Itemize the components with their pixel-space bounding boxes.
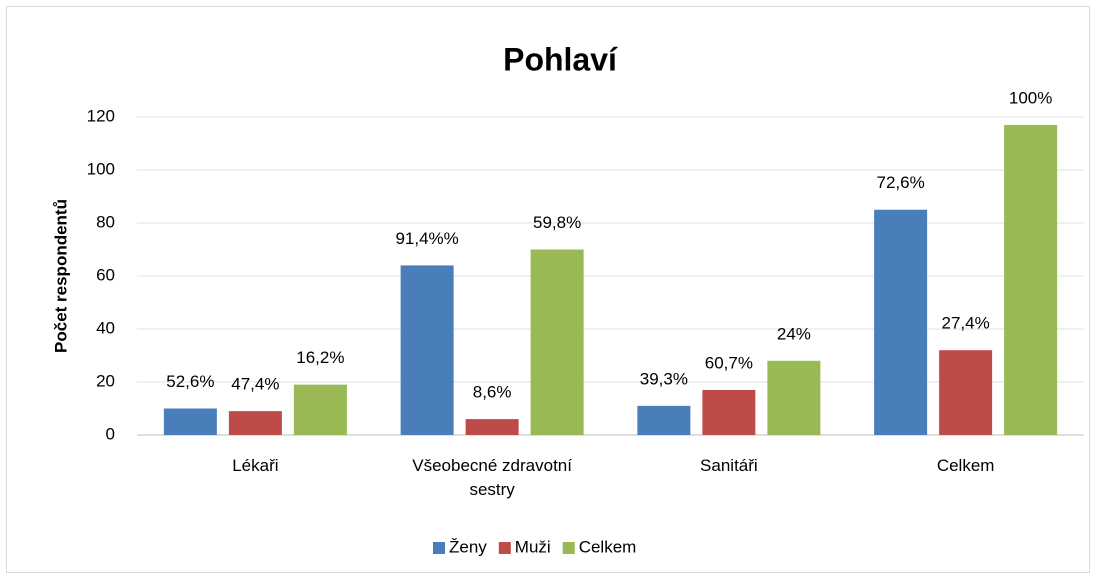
y-tick-label: 120 bbox=[87, 106, 115, 125]
data-label: 72,6% bbox=[877, 173, 925, 192]
data-label: 60,7% bbox=[705, 353, 753, 372]
legend-swatch bbox=[433, 542, 445, 554]
data-label: 59,8% bbox=[533, 213, 581, 232]
x-tick-label: Všeobecné zdravotní sestry bbox=[412, 456, 572, 499]
bar bbox=[939, 350, 993, 435]
bar bbox=[767, 360, 821, 435]
bar bbox=[702, 389, 756, 435]
bar bbox=[1004, 124, 1058, 435]
data-label: 39,3% bbox=[640, 369, 688, 388]
data-label: 52,6% bbox=[166, 372, 214, 391]
bar bbox=[637, 405, 691, 435]
legend-label: Muži bbox=[515, 537, 551, 556]
bar bbox=[228, 411, 282, 435]
x-tick-label: Celkem bbox=[936, 456, 995, 475]
legend-swatch bbox=[562, 542, 575, 554]
y-tick-label: 100 bbox=[87, 159, 115, 178]
legend-label: Celkem bbox=[579, 537, 637, 556]
data-label: 100% bbox=[1009, 88, 1052, 107]
data-label: 24% bbox=[777, 324, 811, 343]
y-axis-label: Počet respondentů bbox=[51, 199, 70, 353]
x-tick-label: Lékaři bbox=[232, 456, 279, 475]
bar bbox=[465, 419, 519, 435]
y-tick-label: 60 bbox=[96, 265, 115, 284]
y-tick-label: 80 bbox=[96, 212, 115, 231]
data-label: 47,4% bbox=[231, 375, 279, 394]
data-label: 16,2% bbox=[296, 348, 344, 367]
data-label: 91,4%% bbox=[395, 229, 458, 248]
y-tick-label: 0 bbox=[106, 424, 115, 443]
y-tick-label: 20 bbox=[96, 371, 115, 390]
bar bbox=[400, 265, 454, 435]
bar bbox=[293, 384, 347, 435]
bar bbox=[874, 209, 928, 435]
chart-title: Pohlaví bbox=[503, 41, 618, 77]
data-label: 8,6% bbox=[473, 383, 512, 402]
legend-swatch bbox=[498, 542, 511, 554]
x-tick-label: Sanitáři bbox=[700, 456, 758, 475]
legend-label: Ženy bbox=[449, 537, 487, 556]
data-label: 27,4% bbox=[942, 314, 990, 333]
bar bbox=[530, 249, 584, 435]
y-tick-label: 40 bbox=[96, 318, 115, 337]
bar bbox=[163, 408, 217, 435]
